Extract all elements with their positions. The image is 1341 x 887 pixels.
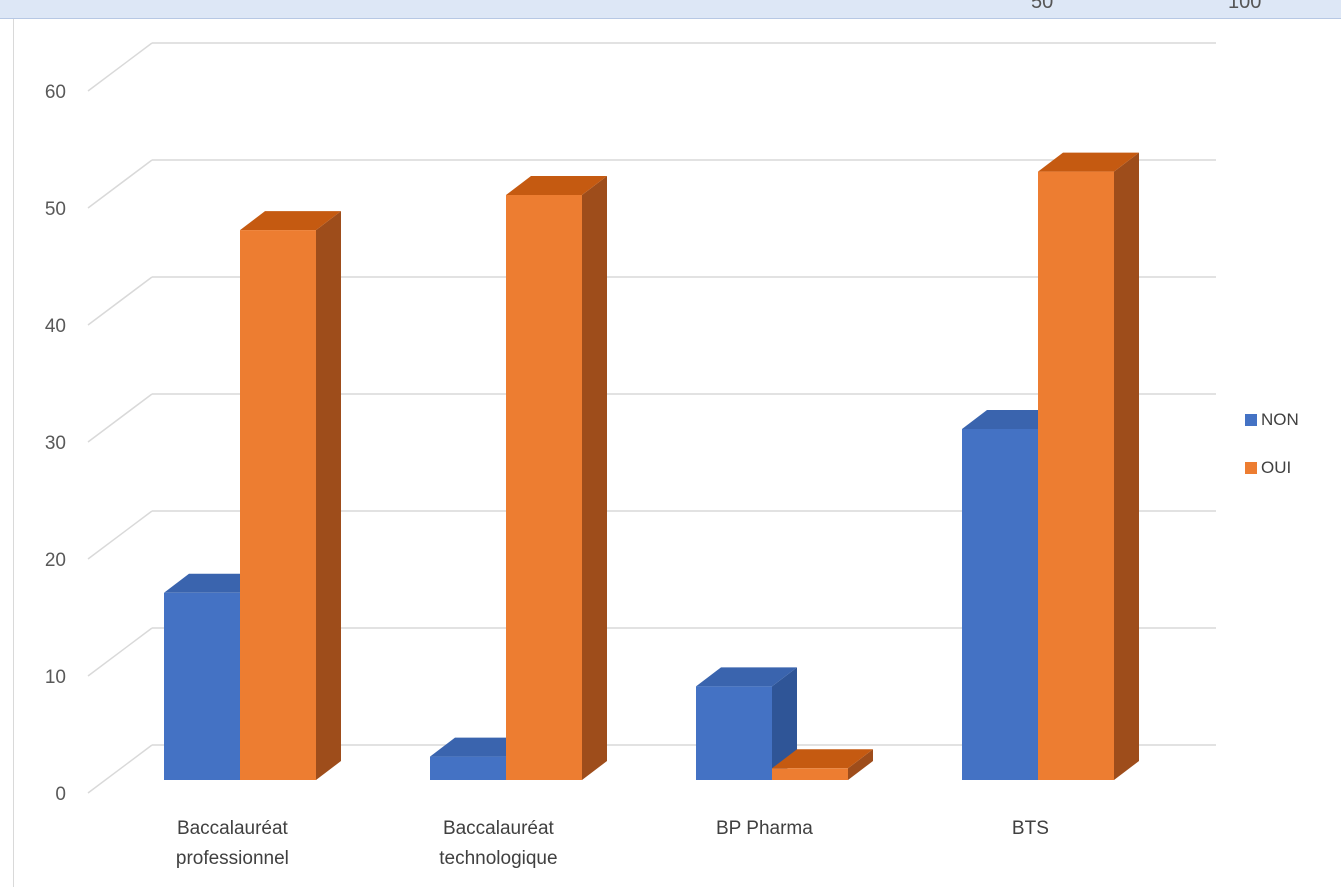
y-tick-label: 60: [45, 82, 66, 103]
x-tick-label: Baccalauréat technologique: [439, 818, 557, 869]
chart-frame-left-edge: [13, 19, 14, 887]
top-tick-fragment-left: 50: [1031, 0, 1054, 13]
top-tick-fragment-right: 100: [1228, 0, 1262, 13]
legend-item-non: NON: [1245, 410, 1299, 429]
legend-swatch: [1245, 462, 1257, 474]
bar-oui: [240, 211, 341, 781]
bar-oui: [1038, 152, 1139, 781]
bar-oui: [506, 176, 607, 780]
bar-non: [696, 667, 797, 780]
y-tick-label: 40: [45, 316, 66, 337]
bars: [164, 152, 1139, 781]
x-tick-label: BP Pharma: [716, 818, 813, 839]
legend: NON OUI: [1245, 410, 1299, 477]
top-band: 50 100: [0, 0, 1341, 19]
y-tick-label: 10: [45, 667, 66, 688]
legend-swatch: [1245, 414, 1257, 426]
x-tick-label: BTS: [1012, 818, 1049, 839]
x-axis-labels: Baccalauréat professionnel Baccalauréat tec…: [176, 818, 1049, 869]
legend-label: OUI: [1261, 458, 1291, 477]
y-tick-label: 0: [55, 784, 66, 805]
y-axis-labels: 0 10 20 30 40 50 60: [45, 82, 66, 805]
y-tick-label: 50: [45, 199, 66, 220]
x-tick-label: Baccalauréat professionnel: [176, 818, 289, 869]
bar-oui: [772, 749, 873, 780]
y-tick-label: 20: [45, 550, 66, 571]
y-tick-label: 30: [45, 433, 66, 454]
legend-item-oui: OUI: [1245, 458, 1291, 477]
legend-label: NON: [1261, 410, 1299, 429]
gridline: [87, 42, 1216, 92]
gridline: [87, 159, 1216, 209]
